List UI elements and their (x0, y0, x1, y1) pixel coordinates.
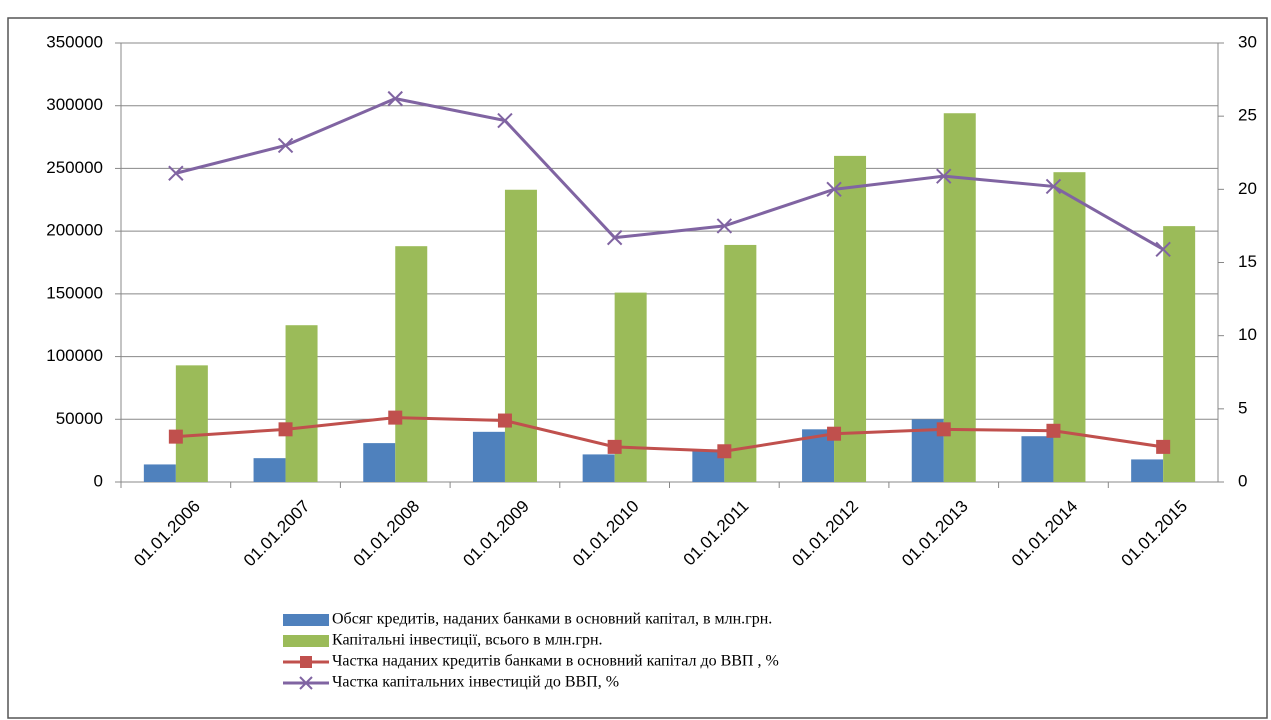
legend-label: Частка капітальних інвестицій до ВВП, % (332, 674, 619, 691)
marker (717, 444, 732, 459)
marker (607, 439, 622, 454)
bar (943, 113, 976, 483)
marker (277, 137, 294, 154)
bar (504, 189, 537, 482)
legend-label: Капітальні інвестиції, всього в млн.грн. (332, 632, 603, 649)
bar (285, 325, 318, 482)
bar (1131, 459, 1164, 482)
y-tick-label: 300000 (46, 95, 103, 114)
marker (278, 422, 293, 437)
legend-swatch (283, 635, 329, 647)
marker (387, 90, 403, 107)
legend-marker (300, 656, 312, 668)
marker (497, 112, 513, 129)
y-tick-label: 200000 (46, 221, 103, 240)
bar (1021, 436, 1054, 482)
bar (363, 443, 396, 482)
marker (826, 181, 842, 198)
y2-tick-label: 15 (1238, 252, 1257, 271)
marker (827, 426, 842, 441)
y-tick-label: 350000 (46, 32, 103, 51)
legend-label: Обсяг кредитів, наданих банками в основн… (332, 611, 772, 628)
y-tick-label: 250000 (46, 158, 103, 177)
marker (497, 413, 512, 428)
line (175, 416, 1164, 453)
bar (143, 464, 176, 482)
bar (175, 365, 208, 482)
marker (1045, 178, 1062, 195)
y2-tick-label: 0 (1238, 471, 1247, 490)
y-tick-label: 150000 (46, 283, 103, 302)
marker (168, 165, 184, 181)
marker (388, 410, 403, 425)
marker (1156, 439, 1171, 454)
bar (724, 244, 757, 482)
marker (1155, 241, 1171, 258)
legend-marker (299, 676, 313, 690)
y-tick-label: 100000 (46, 346, 103, 365)
y2-tick-label: 20 (1238, 179, 1257, 198)
bar (395, 246, 428, 482)
y-tick-label: 0 (94, 471, 103, 490)
y2-tick-label: 25 (1238, 106, 1257, 125)
bar (1163, 226, 1196, 482)
marker (1046, 423, 1061, 438)
marker (606, 229, 623, 246)
legend-swatch (283, 614, 329, 626)
line (175, 97, 1164, 251)
y2-tick-label: 5 (1238, 398, 1247, 417)
bar (253, 458, 286, 482)
marker (936, 168, 952, 184)
bar (472, 431, 505, 482)
marker (168, 429, 183, 444)
y2-tick-label: 30 (1238, 32, 1257, 51)
bar (582, 454, 615, 482)
y2-tick-label: 10 (1238, 325, 1257, 344)
y-tick-label: 50000 (56, 409, 103, 428)
marker (716, 218, 733, 234)
legend-label: Частка наданих кредитів банками в основн… (332, 653, 779, 670)
marker (936, 422, 951, 437)
